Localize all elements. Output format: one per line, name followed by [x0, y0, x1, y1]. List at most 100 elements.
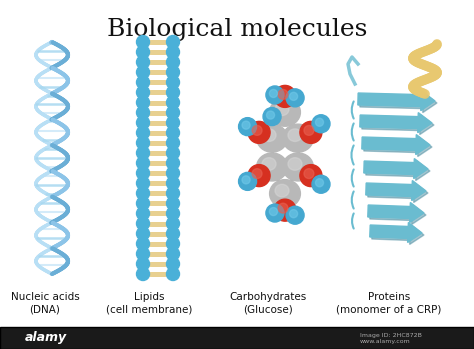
Circle shape — [166, 86, 180, 99]
Circle shape — [137, 36, 149, 49]
Circle shape — [252, 169, 262, 179]
Text: Nucleic acids
(DNA): Nucleic acids (DNA) — [10, 292, 80, 315]
Circle shape — [166, 177, 180, 190]
Circle shape — [274, 86, 296, 107]
FancyArrow shape — [370, 222, 422, 243]
Circle shape — [266, 204, 284, 222]
Circle shape — [316, 118, 324, 126]
Ellipse shape — [262, 158, 276, 170]
Text: Carbohydrates
(Glucose): Carbohydrates (Glucose) — [229, 292, 306, 315]
Circle shape — [137, 166, 149, 180]
Circle shape — [166, 197, 180, 210]
Circle shape — [242, 176, 250, 184]
Circle shape — [166, 36, 180, 49]
Circle shape — [278, 203, 288, 213]
Text: Image ID: 2HC872B: Image ID: 2HC872B — [360, 333, 422, 337]
Circle shape — [238, 118, 256, 136]
Circle shape — [166, 126, 180, 139]
Ellipse shape — [256, 124, 287, 152]
Circle shape — [166, 76, 180, 89]
Circle shape — [137, 147, 149, 159]
FancyArrow shape — [368, 183, 428, 202]
Circle shape — [300, 121, 322, 143]
FancyArrow shape — [366, 161, 430, 180]
FancyArrow shape — [364, 158, 428, 179]
Circle shape — [316, 179, 324, 187]
Circle shape — [137, 157, 149, 170]
Circle shape — [266, 111, 274, 119]
Circle shape — [166, 217, 180, 230]
FancyArrow shape — [360, 92, 437, 113]
Circle shape — [137, 207, 149, 220]
Circle shape — [137, 237, 149, 250]
Ellipse shape — [283, 153, 313, 181]
Circle shape — [166, 46, 180, 59]
FancyArrow shape — [358, 91, 435, 111]
Circle shape — [137, 258, 149, 270]
Circle shape — [166, 116, 180, 129]
Ellipse shape — [275, 184, 289, 197]
FancyArrow shape — [360, 113, 432, 133]
Text: www.alamy.com: www.alamy.com — [360, 340, 411, 344]
Circle shape — [166, 166, 180, 180]
Circle shape — [166, 207, 180, 220]
Circle shape — [166, 136, 180, 149]
Circle shape — [137, 126, 149, 139]
Circle shape — [137, 177, 149, 190]
Ellipse shape — [288, 129, 302, 141]
Circle shape — [286, 206, 304, 224]
Text: Proteins
(monomer of a CRP): Proteins (monomer of a CRP) — [336, 292, 441, 315]
Circle shape — [166, 227, 180, 240]
Circle shape — [166, 56, 180, 69]
FancyArrow shape — [368, 202, 424, 223]
Ellipse shape — [275, 103, 289, 116]
Circle shape — [137, 267, 149, 281]
Circle shape — [137, 76, 149, 89]
FancyArrow shape — [366, 180, 426, 201]
Circle shape — [269, 89, 277, 97]
Circle shape — [300, 165, 322, 187]
Text: alamy: alamy — [25, 332, 67, 344]
Circle shape — [266, 86, 284, 104]
Circle shape — [166, 96, 180, 109]
FancyArrow shape — [362, 135, 430, 155]
Circle shape — [166, 237, 180, 250]
Circle shape — [137, 197, 149, 210]
Text: Lipids
(cell membrane): Lipids (cell membrane) — [106, 292, 192, 315]
Circle shape — [248, 121, 270, 143]
Circle shape — [274, 199, 296, 221]
Circle shape — [137, 46, 149, 59]
FancyArrow shape — [364, 136, 432, 157]
Circle shape — [137, 136, 149, 149]
Circle shape — [286, 89, 304, 107]
Circle shape — [238, 172, 256, 190]
Circle shape — [137, 56, 149, 69]
FancyBboxPatch shape — [0, 327, 474, 349]
Circle shape — [166, 157, 180, 170]
Circle shape — [137, 217, 149, 230]
Circle shape — [137, 116, 149, 129]
Circle shape — [248, 165, 270, 187]
Circle shape — [166, 258, 180, 270]
Circle shape — [137, 227, 149, 240]
Circle shape — [137, 66, 149, 79]
Circle shape — [242, 121, 250, 129]
Circle shape — [137, 86, 149, 99]
Ellipse shape — [288, 158, 302, 170]
Circle shape — [269, 208, 277, 216]
Circle shape — [290, 92, 298, 101]
FancyArrow shape — [372, 224, 424, 244]
Circle shape — [166, 187, 180, 200]
Circle shape — [290, 210, 298, 218]
Circle shape — [263, 107, 281, 126]
Circle shape — [166, 247, 180, 260]
Circle shape — [137, 187, 149, 200]
Circle shape — [252, 125, 262, 135]
Circle shape — [137, 247, 149, 260]
Circle shape — [166, 66, 180, 79]
Circle shape — [312, 115, 330, 133]
FancyArrow shape — [370, 205, 426, 224]
Circle shape — [137, 96, 149, 109]
Circle shape — [312, 175, 330, 193]
Ellipse shape — [283, 124, 313, 152]
